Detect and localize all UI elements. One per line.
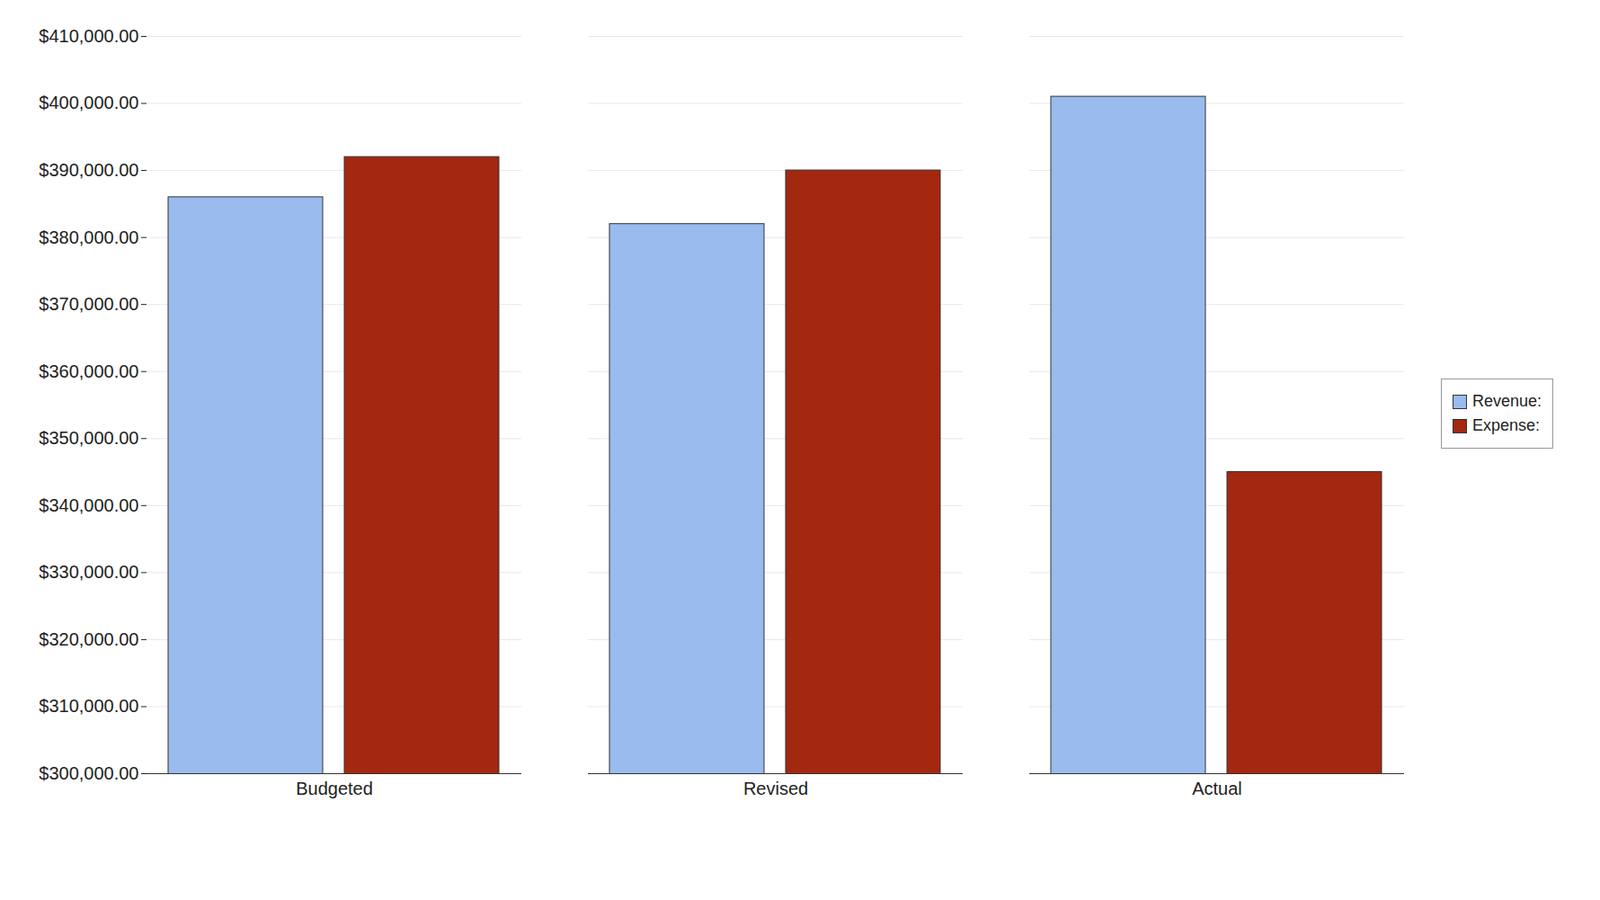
html-text:Expense:: Expense: — [1472, 416, 1540, 435]
html-text:Revenue:: Revenue: — [1472, 391, 1542, 410]
svg-text:$360,000.00: $360,000.00 — [38, 361, 139, 382]
svg-text:$410,000.00: $410,000.00 — [38, 26, 139, 46]
svg-text:Actual: Actual — [1191, 778, 1243, 799]
svg-text:$390,000.00: $390,000.00 — [38, 160, 139, 180]
svg-text:$310,000.00: $310,000.00 — [38, 695, 139, 716]
svg-text:$400,000.00: $400,000.00 — [38, 92, 139, 113]
svg-text:$370,000.00: $370,000.00 — [38, 293, 139, 314]
svg-text:$300,000.00: $300,000.00 — [38, 763, 139, 783]
svg-text:$320,000.00: $320,000.00 — [38, 629, 139, 649]
svg-text:$350,000.00: $350,000.00 — [38, 427, 139, 448]
svg-text:$380,000.00: $380,000.00 — [38, 227, 139, 248]
svg-text:Revised: Revised — [743, 778, 809, 799]
svg-text:$340,000.00: $340,000.00 — [38, 495, 139, 516]
svg-text:$330,000.00: $330,000.00 — [38, 561, 139, 582]
svg-text:Budgeted: Budgeted — [295, 778, 374, 799]
